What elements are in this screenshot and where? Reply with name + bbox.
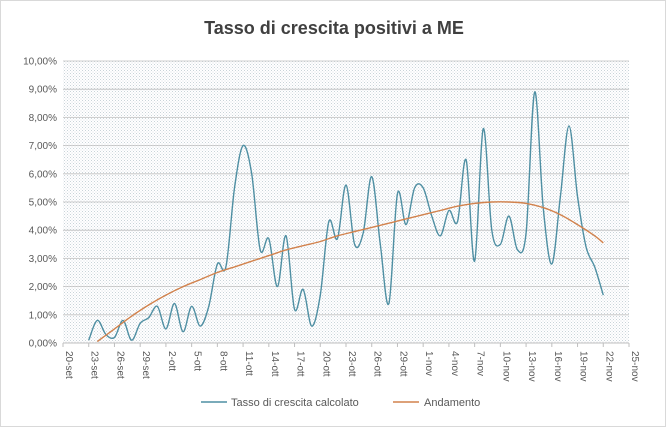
y-tick-label: 10,00% (23, 57, 57, 68)
x-tick-label: 8-ott (217, 351, 228, 371)
x-tick-label: 11-ott (243, 351, 254, 376)
x-tick-label: 29-set (140, 351, 151, 379)
x-tick-label: 25-nov (629, 351, 640, 382)
x-tick-label: 20-set (63, 351, 74, 379)
y-tick-label: 5,00% (29, 198, 57, 209)
series-line-andamento (96, 201, 604, 343)
series-layer (88, 91, 604, 343)
y-tick-label: 2,00% (29, 282, 57, 293)
y-tick-label: 9,00% (29, 85, 57, 96)
x-tick-label: 22-nov (603, 351, 614, 382)
y-tick-label: 8,00% (29, 113, 57, 124)
y-tick-label: 7,00% (29, 141, 57, 152)
x-tick-label: 17-ott (295, 351, 306, 377)
x-tick-label: 23-set (89, 351, 100, 379)
x-tick-label: 16-nov (552, 351, 563, 382)
y-axis-ticks: 0,00% 1,00% 2,00% 3,00% 4,00% 5,00% 6,00% 7,00%… (23, 57, 57, 350)
legend-label-andamento: Andamento (424, 397, 480, 409)
legend-label-calcolato: Tasso di crescita calcolato (231, 397, 359, 409)
y-tick-label: 1,00% (29, 310, 57, 321)
legend: Tasso di crescita calcolato Andamento (201, 397, 480, 409)
x-tick-label: 29-ott (397, 351, 408, 377)
x-tick-label: 7-nov (475, 351, 486, 376)
x-tick-label: 10-nov (500, 351, 511, 382)
chart-title: Tasso di crescita positivi a ME (204, 18, 464, 38)
gridlines (63, 60, 629, 344)
x-tick-label: 19-nov (578, 351, 589, 382)
x-tick-label: 2-ott (166, 351, 177, 371)
series-line-calcolato (88, 91, 604, 341)
x-tick-label: 13-nov (526, 351, 537, 382)
x-tick-label: 23-ott (346, 351, 357, 377)
x-tick-label: 26-ott (372, 351, 383, 377)
x-tick-label: 14-ott (269, 351, 280, 377)
y-tick-label: 3,00% (29, 254, 57, 265)
x-tick-label: 1-nov (423, 351, 434, 376)
y-tick-label: 4,00% (29, 226, 57, 237)
y-tick-label: 0,00% (29, 339, 57, 350)
x-axis-ticks: 20-set 23-set 26-set 29-set 2-ott 5-ott 8-ott 1… (62, 343, 640, 382)
x-tick-label: 26-set (114, 351, 125, 379)
x-tick-label: 5-ott (192, 351, 203, 371)
y-tick-label: 6,00% (29, 169, 57, 180)
x-tick-label: 20-ott (320, 351, 331, 377)
x-tick-label: 4-nov (449, 351, 460, 376)
